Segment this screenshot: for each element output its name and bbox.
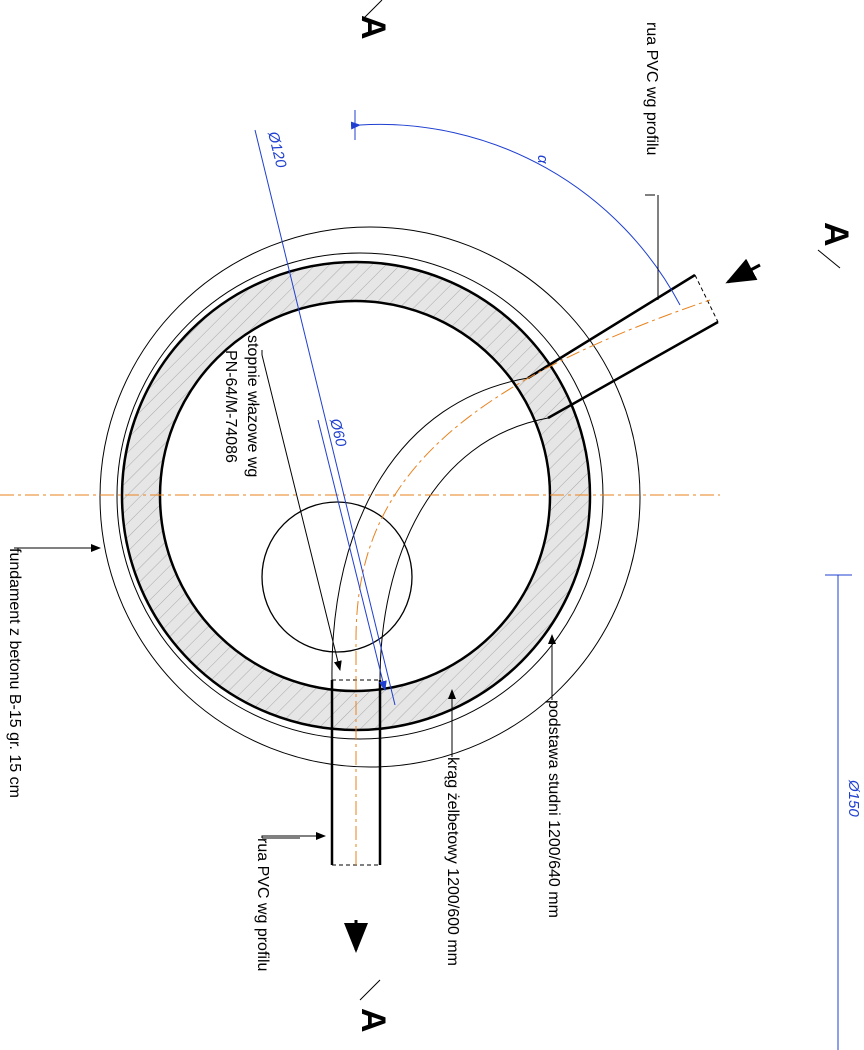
dimension-label: Ø120 (264, 129, 290, 170)
section-label: A (817, 222, 855, 247)
labels: rua PVC wg profilu α Ø120 Ø60 stopnie wł… (6, 15, 862, 1033)
steps-label: stopnie włazowe wg (244, 335, 261, 477)
pipe-label: rua PVC wg profilu (643, 22, 660, 155)
ring-label: krąg żelbetowy 1200/600 mm (444, 757, 461, 966)
dimension-label: Ø60 (326, 416, 350, 449)
foundation-label: fundament z betonu B-15 gr. 15 cm (6, 548, 23, 798)
steps-label: PN-64/M-74086 (222, 350, 239, 463)
pipe-label: rua PVC wg profilu (254, 838, 271, 971)
base-label: podstawa studni 1200/640 mm (545, 700, 562, 918)
section-label: A (354, 15, 392, 40)
section-label: A (354, 1008, 392, 1033)
angle-label: α (534, 155, 551, 164)
dimension-label: Ø150 (845, 779, 862, 817)
